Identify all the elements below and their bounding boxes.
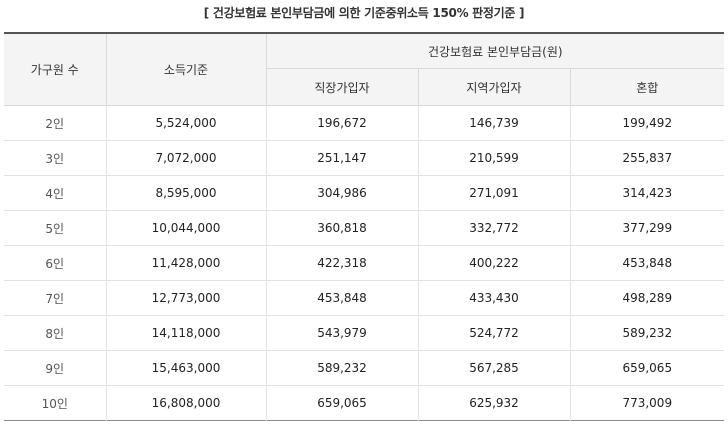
cell-mixed: 498,289 [569, 280, 725, 316]
table-body: 2인 5,524,000 196,672 146,739 199,492 3인 … [4, 105, 725, 421]
header-employee: 직장가입자 [266, 68, 419, 106]
cell-household: 8인 [4, 315, 106, 351]
cell-regional: 146,739 [417, 105, 570, 141]
cell-household: 5인 [4, 210, 106, 246]
table-row: 6인 11,428,000 422,318 400,222 453,848 [4, 245, 725, 281]
cell-mixed: 773,009 [569, 385, 725, 421]
cell-mixed: 314,423 [569, 175, 725, 211]
cell-regional: 567,285 [417, 350, 570, 386]
cell-income: 14,118,000 [105, 315, 266, 351]
table-caption: [ 건강보험료 본인부담금에 의한 기준중위소득 150% 판정기준 ] [203, 6, 525, 20]
table-row: 5인 10,044,000 360,818 332,772 377,299 [4, 210, 725, 246]
header-income: 소득기준 [105, 32, 267, 106]
cell-income: 15,463,000 [105, 350, 266, 386]
cell-income: 10,044,000 [105, 210, 266, 246]
header-premium-group: 건강보험료 본인부담금(원) [265, 32, 725, 69]
cell-household: 4인 [4, 175, 106, 211]
cell-employee: 304,986 [265, 175, 418, 211]
table-row: 3인 7,072,000 251,147 210,599 255,837 [4, 140, 725, 176]
cell-employee: 543,979 [265, 315, 418, 351]
table-row: 2인 5,524,000 196,672 146,739 199,492 [4, 105, 725, 141]
header-mixed: 혼합 [569, 68, 725, 106]
cell-household: 10인 [41, 396, 68, 411]
table-row: 4인 8,595,000 304,986 271,091 314,423 [4, 175, 725, 211]
cell-employee: 251,147 [265, 140, 418, 176]
header-row-top: 가구원 수 소득기준 건강보험료 본인부담금(원) [4, 32, 725, 106]
cell-regional: 210,599 [417, 140, 570, 176]
income-criteria-table: 가구원 수 소득기준 건강보험료 본인부담금(원) 직장가입자 지역가입자 혼합… [4, 32, 725, 421]
cell-income: 5,524,000 [105, 105, 266, 141]
cell-income: 8,595,000 [105, 175, 266, 211]
table-row: 9인 15,463,000 589,232 567,285 659,065 [4, 350, 725, 386]
cell-regional: 433,430 [417, 280, 570, 316]
cell-mixed: 255,837 [569, 140, 725, 176]
cell-regional: 332,772 [417, 210, 570, 246]
cell-mixed: 589,232 [569, 315, 725, 351]
cell-mixed: 659,065 [569, 350, 725, 386]
cell-household: 2인 [4, 105, 106, 141]
cell-mixed: 377,299 [569, 210, 725, 246]
header-regional: 지역가입자 [417, 68, 571, 106]
cell-employee: 659,065 [265, 385, 418, 421]
cell-household: 7인 [4, 280, 106, 316]
table-header: 가구원 수 소득기준 건강보험료 본인부담금(원) 직장가입자 지역가입자 혼합 [4, 32, 725, 106]
cell-income: 11,428,000 [105, 245, 266, 281]
table-row: 10인 16,808,000 659,065 625,932 773,009 [4, 385, 725, 421]
table-row: 8인 14,118,000 543,979 524,772 589,232 [4, 315, 725, 351]
cell-household: 9인 [4, 350, 106, 386]
cell-income: 12,773,000 [105, 280, 266, 316]
cell-mixed: 199,492 [569, 105, 725, 141]
cell-regional: 400,222 [417, 245, 570, 281]
cell-income: 7,072,000 [105, 140, 266, 176]
cell-regional: 625,932 [417, 385, 570, 421]
cell-employee: 360,818 [265, 210, 418, 246]
cell-household: 3인 [4, 140, 106, 176]
cell-employee: 196,672 [265, 105, 418, 141]
cell-regional: 524,772 [417, 315, 570, 351]
cell-household: 6인 [4, 245, 106, 281]
cell-employee: 589,232 [265, 350, 418, 386]
cell-employee: 422,318 [265, 245, 418, 281]
cell-mixed: 453,848 [569, 245, 725, 281]
header-household: 가구원 수 [4, 32, 107, 106]
cell-regional: 271,091 [417, 175, 570, 211]
table-row: 7인 12,773,000 453,848 433,430 498,289 [4, 280, 725, 316]
header-row-sub: 직장가입자 지역가입자 혼합 [4, 68, 725, 106]
cell-income: 16,808,000 [105, 385, 266, 421]
cell-employee: 453,848 [265, 280, 418, 316]
